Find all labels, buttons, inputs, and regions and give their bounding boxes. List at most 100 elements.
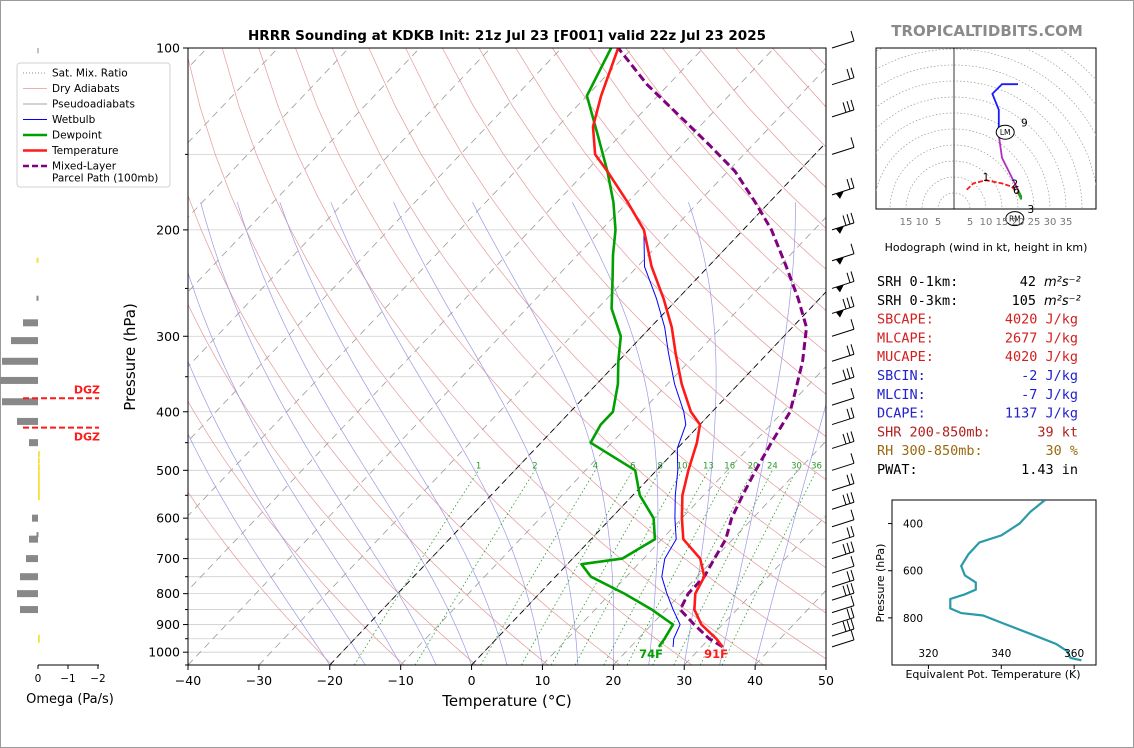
x-tick-label: 20 — [605, 673, 621, 688]
index-value: 4020 J/kg — [1005, 349, 1078, 365]
omega-bar — [2, 398, 38, 406]
wind-barb — [831, 556, 855, 574]
wind-barb-feather — [842, 544, 847, 555]
wind-barb-staff — [831, 109, 855, 118]
storm-motion-label: RM — [1009, 215, 1021, 224]
wind-barb-feather — [850, 618, 855, 630]
wind-barb-staff — [831, 519, 855, 528]
wind-barb-staff — [831, 462, 855, 471]
skewt-axes-frame — [187, 47, 827, 666]
wind-barb-feather — [850, 387, 855, 399]
index-value: 1.43 in — [1021, 462, 1078, 478]
x-tick-label: 0 — [468, 673, 476, 688]
theta-e-frame — [891, 499, 1097, 666]
x-tick-label: −40 — [175, 673, 201, 688]
wind-barb-feather — [850, 431, 855, 442]
theta-e-y-label: Pressure (hPa) — [874, 544, 887, 623]
index-row: RH 300-850mb: 30 % — [877, 443, 1078, 459]
wind-barb-staff — [831, 605, 855, 614]
wind-barb — [831, 407, 855, 426]
dry-adiabat-line — [188, 194, 549, 665]
wind-barb — [831, 243, 855, 265]
pseudoadiabat-line — [472, 202, 615, 665]
theta-e-x-tick-label: 360 — [1064, 648, 1084, 660]
index-label: SRH 0-1km: — [877, 274, 958, 290]
isotherm-line — [188, 48, 491, 368]
wind-barb — [831, 492, 855, 510]
mixing-ratio-label: 1 — [476, 461, 481, 471]
mixing-ratio-label: 10 — [677, 461, 688, 471]
index-row: SRH 0-3km: 105 m²s⁻² — [877, 293, 1081, 309]
wind-barb-feather — [846, 368, 851, 379]
y-tick-label: 700 — [156, 551, 180, 566]
omega-bar — [2, 357, 38, 365]
wind-barb — [831, 366, 855, 385]
wind-barb — [831, 177, 855, 199]
wind-barb — [831, 607, 855, 626]
wind-barb-feather — [850, 629, 855, 641]
y-tick-label: 500 — [156, 463, 180, 478]
omega-bar-upward — [38, 470, 40, 477]
wind-barb-feather — [846, 571, 851, 582]
wind-barb-feather — [850, 509, 855, 520]
wind-barb-feather — [850, 271, 855, 282]
omega-tick-label: 0 — [35, 673, 42, 685]
wind-barb-feather — [846, 214, 851, 225]
wind-barb-feather — [842, 369, 847, 380]
freezing-reference-line — [471, 291, 826, 665]
wind-barb-pennant — [836, 225, 844, 234]
index-value: 2677 J/kg — [1005, 330, 1078, 346]
dgz-label: DGZ — [74, 383, 100, 396]
isotherm-line — [188, 48, 633, 517]
index-label: DCAPE: — [877, 406, 926, 422]
x-tick-label: 40 — [747, 673, 763, 688]
dry-adiabat-line — [188, 56, 621, 665]
pseudoadiabat-line — [719, 202, 796, 665]
isotherm-line — [188, 48, 350, 218]
indices-table: SRH 0-1km: 42 m²s⁻² SRH 0-3km: 105 m²s⁻² SBCAP… — [877, 274, 1081, 478]
hodograph-ring-label: 15 — [996, 217, 1009, 228]
index-row: SBCAPE: 4020 J/kg — [877, 312, 1078, 328]
dry-adiabat-line — [588, 48, 826, 312]
wind-barb-staff — [831, 77, 855, 86]
y-tick-label: 200 — [156, 222, 180, 237]
wind-barb — [831, 629, 855, 648]
wind-barb — [831, 387, 855, 406]
wind-barb — [831, 569, 855, 588]
omega-bar-upward — [38, 476, 40, 483]
index-value: 105 — [1012, 293, 1036, 309]
mixing-ratio-line — [521, 470, 634, 665]
index-unit: m²s⁻² — [1044, 275, 1081, 290]
hodograph-caption: Hodograph (wind in kt, height in km) — [885, 241, 1088, 254]
wind-barb-pennant — [836, 309, 844, 318]
index-value: -7 J/kg — [1021, 387, 1078, 403]
dry-adiabat-line — [405, 48, 826, 524]
wind-barb-feather — [850, 453, 855, 464]
x-tick-label: 50 — [818, 673, 834, 688]
wind-barb-feather — [842, 585, 847, 596]
wind-barb — [831, 212, 855, 234]
wind-barb — [831, 473, 855, 491]
y-tick-label: 900 — [156, 617, 180, 632]
index-value: 4020 J/kg — [1005, 312, 1078, 328]
wind-barb-feather — [850, 99, 855, 110]
y-tick-label: 600 — [156, 511, 180, 526]
wind-barb — [831, 99, 855, 118]
wind-barb-feather — [846, 68, 851, 80]
wind-barbs — [831, 30, 855, 648]
wind-barb — [831, 30, 855, 49]
hodograph-trace — [991, 83, 1018, 136]
wind-barb-feather — [842, 102, 847, 113]
legend-label-line: Wetbulb — [52, 114, 96, 126]
legend-label: Dry Adiabats — [52, 83, 120, 95]
wind-barb — [831, 271, 855, 293]
wind-barb-feather — [846, 493, 851, 504]
legend-label: Sat. Mix. Ratio — [52, 68, 128, 80]
legend-box — [16, 62, 171, 188]
pseudoadiabat-line — [200, 202, 437, 665]
omega-tick-label: −2 — [90, 673, 105, 685]
wind-barb-feather — [850, 582, 855, 594]
wind-barb — [831, 453, 855, 471]
hodograph-trace — [1017, 189, 1023, 200]
mixing-ratio-line — [603, 470, 709, 665]
